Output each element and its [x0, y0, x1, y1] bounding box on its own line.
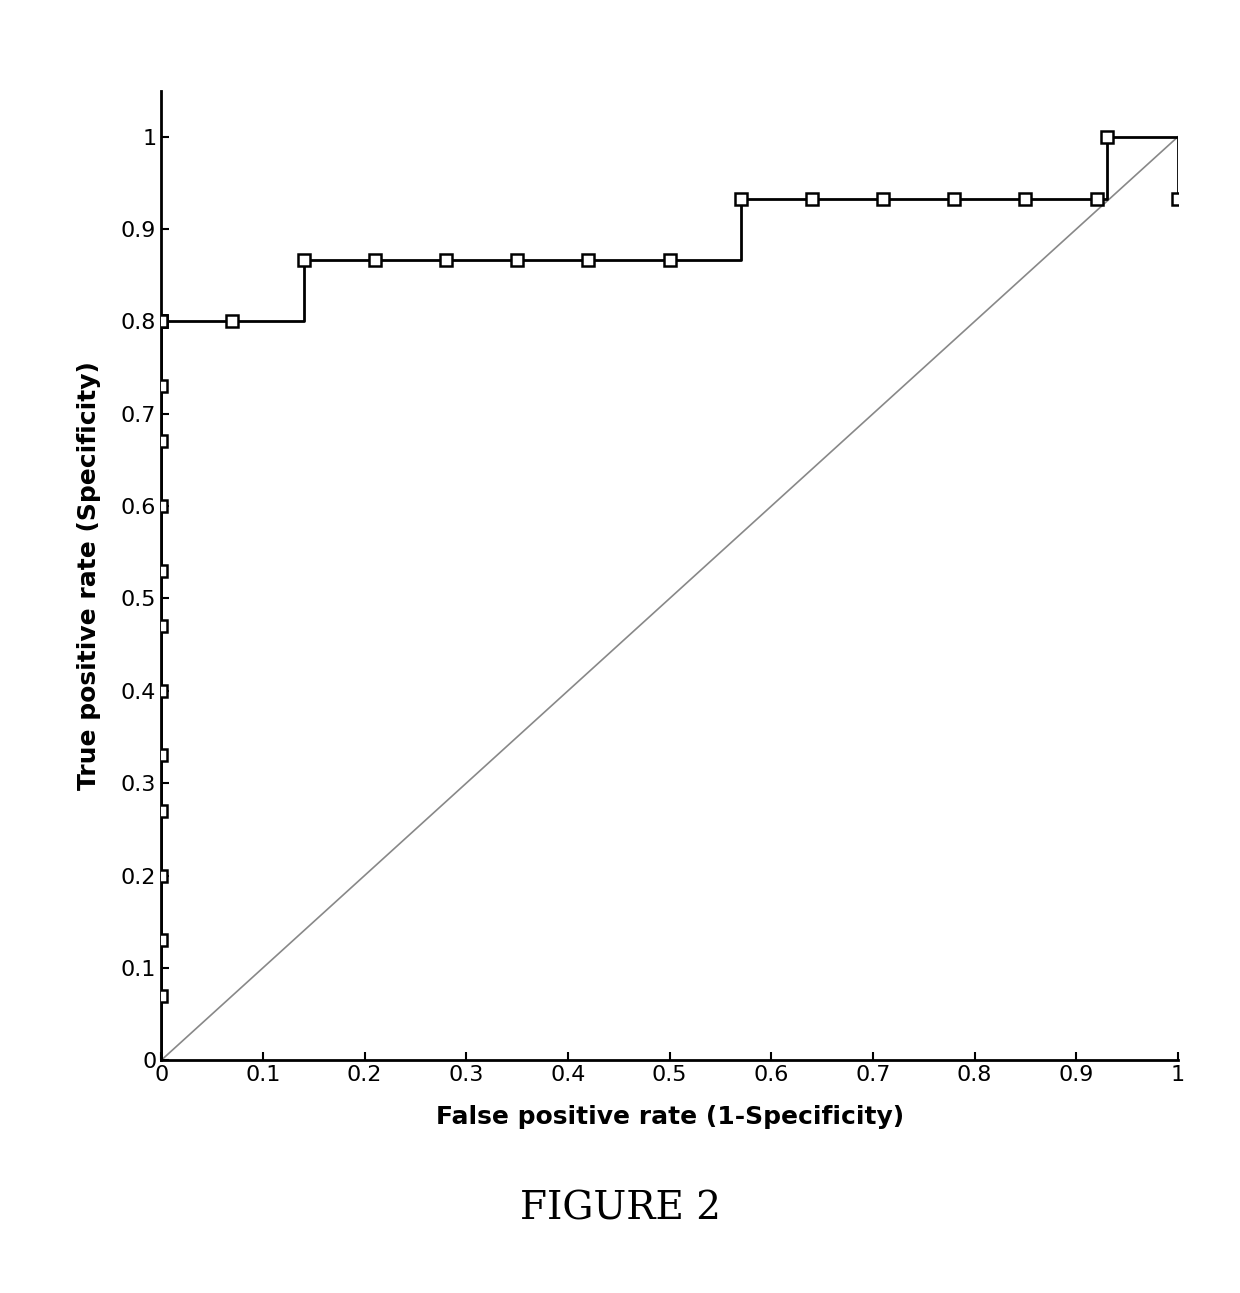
X-axis label: False positive rate (1-Specificity): False positive rate (1-Specificity) — [435, 1104, 904, 1129]
Y-axis label: True positive rate (Specificity): True positive rate (Specificity) — [77, 361, 102, 790]
Text: FIGURE 2: FIGURE 2 — [520, 1191, 720, 1227]
